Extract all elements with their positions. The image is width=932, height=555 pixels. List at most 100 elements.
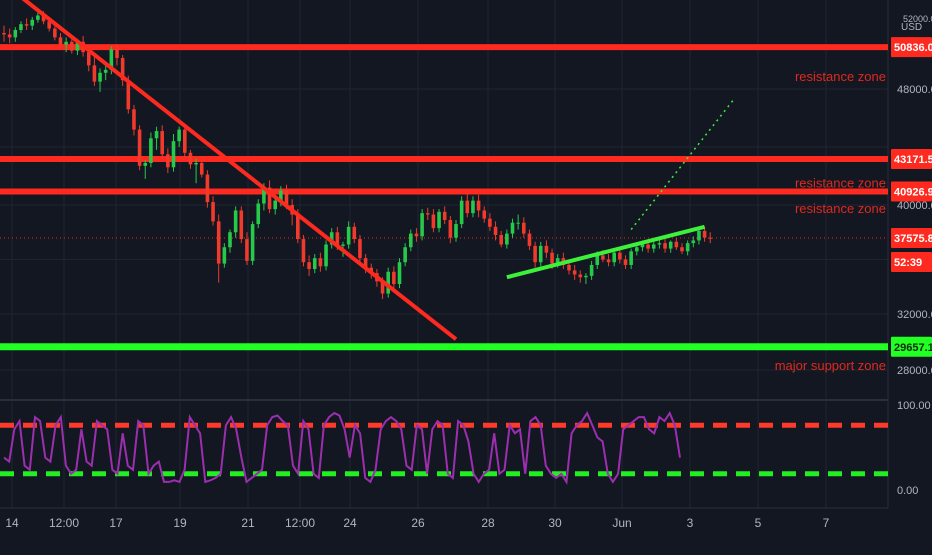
candle-body — [126, 80, 131, 110]
candle-body — [431, 214, 436, 229]
candle-body — [471, 200, 475, 214]
candle-body — [41, 15, 46, 22]
candle-body — [505, 233, 509, 245]
time-tick: Jun — [612, 516, 631, 530]
candle-body — [346, 226, 351, 245]
candle-body — [256, 203, 261, 225]
candle-body — [312, 258, 317, 270]
price-tag-label: 37575.80 — [894, 233, 932, 245]
candle-body — [623, 259, 628, 265]
candle-body — [499, 234, 503, 245]
candle-body — [103, 69, 108, 73]
price-tag-label: 43171.53 — [894, 154, 932, 166]
candle-body — [397, 262, 402, 285]
candle-body — [58, 37, 63, 45]
candle-body — [493, 226, 498, 235]
candle-body — [75, 41, 80, 51]
candle-body — [30, 19, 35, 26]
zone-label: resistance zone — [795, 69, 886, 84]
price-axis[interactable]: USD 48000.00 40000.00 32000.00 28000.00 52000… — [897, 14, 932, 497]
candle-body — [250, 224, 255, 261]
candle-body — [482, 210, 487, 219]
candle-body — [363, 258, 368, 268]
candle-body — [425, 213, 430, 215]
candle-body — [454, 224, 458, 238]
candle-body — [2, 32, 6, 35]
candle-body — [533, 245, 537, 263]
candle-body — [267, 187, 272, 210]
candle-body — [205, 174, 210, 203]
candle-body — [109, 49, 114, 70]
candle-body — [239, 210, 244, 240]
candle-body — [160, 131, 164, 155]
price-tag-resistance — [891, 181, 932, 202]
candle-body — [296, 214, 300, 240]
candle-body — [522, 222, 526, 234]
candle-body — [555, 258, 560, 264]
trendline-ascending — [506, 224, 706, 280]
candle-body — [228, 232, 232, 248]
time-tick: 7 — [823, 516, 830, 530]
price-tick: 40000.00 — [897, 200, 932, 212]
price-tag-label: 29657.15 — [894, 342, 932, 354]
stochastic-pane — [0, 410, 888, 485]
candle-body — [211, 202, 215, 222]
candle-body — [459, 200, 464, 225]
candle-body — [358, 239, 362, 259]
time-tick: 19 — [173, 516, 187, 530]
candle-body — [341, 244, 345, 246]
candle-body — [663, 243, 667, 249]
candle-body — [635, 247, 639, 252]
candle-body — [708, 237, 713, 239]
candle-body — [516, 222, 520, 224]
candle-body — [674, 241, 679, 248]
horizontal-levels — [0, 44, 888, 351]
candle-body — [335, 232, 340, 246]
time-tick: 26 — [411, 516, 425, 530]
price-tag-resistance — [891, 37, 932, 58]
candle-body — [171, 141, 176, 168]
candle-body — [13, 30, 18, 38]
candle-body — [352, 226, 357, 240]
candle-body — [177, 129, 181, 142]
price-tick: 48000.00 — [897, 84, 932, 96]
candle-body — [640, 244, 645, 248]
candle-body — [70, 41, 74, 51]
candle-body — [64, 41, 68, 45]
price-tag-support — [891, 336, 932, 357]
candle-body — [216, 221, 221, 264]
time-axis[interactable]: 14 12:00 17 19 21 12:00 24 26 28 30 Jun 3 5 7 — [5, 516, 829, 530]
candle-body — [527, 233, 532, 246]
candle-body — [618, 252, 622, 260]
trendlines — [21, 0, 734, 341]
candle-body — [194, 162, 198, 165]
candle-body — [386, 271, 390, 294]
candle-body — [544, 245, 549, 253]
currency-label: USD — [901, 22, 922, 33]
candle-body — [657, 243, 662, 245]
candle-body — [284, 190, 289, 205]
zone-labels: resistance zone resistance zone resistance… — [775, 69, 886, 373]
price-tag-countdown — [891, 252, 932, 273]
candle-body — [222, 247, 227, 264]
candle-body — [7, 34, 12, 38]
candle-body — [691, 240, 696, 244]
candle-body — [668, 241, 673, 249]
candle-body — [697, 230, 701, 241]
candle-body — [149, 138, 153, 163]
time-tick: 12:00 — [285, 516, 315, 530]
time-tick: 5 — [755, 516, 762, 530]
candle-body — [324, 244, 328, 267]
candle-body — [510, 222, 515, 234]
zone-label: major support zone — [775, 358, 886, 373]
candle-body — [92, 65, 97, 82]
candle-body — [301, 239, 306, 263]
candle-body — [318, 258, 323, 267]
time-tick: 14 — [5, 516, 19, 530]
time-tick: 21 — [241, 516, 255, 530]
candle-body — [414, 233, 419, 237]
candle-body — [646, 244, 650, 249]
candle-body — [279, 190, 283, 201]
trendline-descending — [21, 0, 458, 341]
